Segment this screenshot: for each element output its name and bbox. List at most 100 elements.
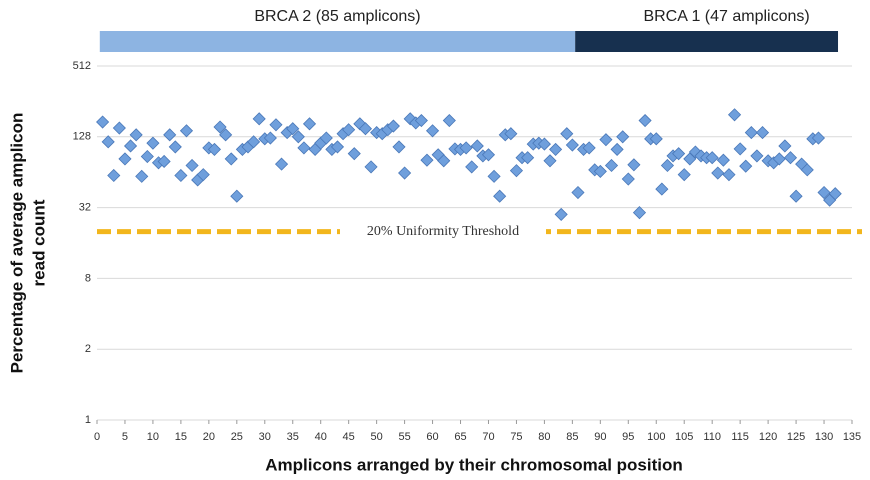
- x-tick-label: 55: [398, 431, 410, 443]
- x-tick-label: 40: [315, 431, 327, 443]
- point: [543, 154, 557, 168]
- point: [627, 158, 641, 172]
- point: [219, 128, 233, 142]
- point: [392, 140, 406, 154]
- point: [414, 113, 428, 128]
- x-tick-label: 70: [482, 431, 494, 443]
- threshold-label-bg: [340, 221, 546, 242]
- point: [800, 163, 814, 177]
- point: [157, 154, 171, 169]
- point: [521, 151, 535, 165]
- point: [398, 166, 412, 180]
- point: [582, 141, 596, 155]
- y-tick-label: 512: [73, 60, 91, 72]
- point: [772, 152, 786, 166]
- point: [437, 154, 451, 168]
- point: [755, 126, 770, 140]
- point: [358, 122, 373, 136]
- y-tick-label: 128: [73, 131, 91, 143]
- point: [96, 115, 110, 129]
- y-tick-label: 32: [79, 202, 91, 214]
- point: [649, 132, 663, 146]
- x-tick-label: 115: [731, 431, 749, 443]
- point: [353, 117, 367, 131]
- point: [509, 164, 524, 178]
- point: [224, 152, 238, 166]
- threshold-label: 20% Uniformity Threshold: [367, 224, 519, 239]
- range-label: BRCA 2 (85 amplicons): [254, 8, 420, 25]
- point: [750, 149, 764, 163]
- point: [207, 142, 222, 156]
- point: [286, 122, 300, 136]
- point: [616, 130, 630, 144]
- point: [425, 124, 440, 138]
- point: [112, 121, 126, 135]
- x-tick-label: 110: [703, 431, 721, 443]
- point: [274, 157, 289, 171]
- y-tick-label: 8: [85, 272, 91, 284]
- point: [342, 123, 356, 137]
- point: [163, 128, 177, 142]
- point: [347, 147, 361, 161]
- x-tick-label: 135: [843, 431, 861, 443]
- point: [672, 147, 686, 161]
- point: [632, 206, 647, 220]
- point: [252, 112, 266, 126]
- point: [263, 131, 277, 145]
- point: [230, 189, 244, 203]
- point: [442, 113, 456, 128]
- x-tick-label: 125: [787, 431, 805, 443]
- point: [504, 127, 518, 141]
- x-tick-label: 0: [94, 431, 100, 443]
- point: [247, 135, 261, 149]
- point: [185, 158, 199, 173]
- x-tick-label: 60: [426, 431, 438, 443]
- point: [621, 172, 635, 186]
- x-tick-label: 25: [231, 431, 243, 443]
- y-tick-label: 2: [85, 343, 91, 355]
- point: [118, 152, 132, 166]
- point: [487, 169, 501, 183]
- x-tick-label: 20: [203, 431, 215, 443]
- point: [565, 138, 579, 152]
- point: [123, 139, 138, 153]
- point: [213, 120, 227, 134]
- point: [705, 151, 719, 165]
- point: [269, 118, 283, 132]
- point: [319, 131, 333, 145]
- point: [817, 185, 831, 200]
- point: [677, 168, 691, 182]
- point: [744, 126, 758, 140]
- x-tick-label: 120: [759, 431, 777, 443]
- y-axis-title: read count: [29, 199, 48, 286]
- point: [711, 166, 725, 180]
- x-tick-label: 85: [566, 431, 578, 443]
- point: [291, 130, 305, 144]
- x-tick-label: 5: [122, 431, 128, 443]
- point: [101, 135, 115, 149]
- point: [179, 124, 194, 138]
- point: [554, 207, 568, 221]
- point: [493, 189, 507, 203]
- point: [459, 141, 473, 155]
- point: [174, 168, 188, 183]
- point: [733, 142, 747, 156]
- point: [364, 160, 378, 174]
- point: [599, 133, 613, 147]
- range-bar: [99, 31, 576, 52]
- x-tick-label: 95: [622, 431, 634, 443]
- point: [610, 142, 624, 156]
- point: [196, 168, 210, 182]
- point: [168, 140, 182, 154]
- x-tick-label: 30: [259, 431, 271, 443]
- x-tick-label: 75: [510, 431, 522, 443]
- point: [828, 187, 842, 201]
- x-tick-label: 45: [343, 431, 355, 443]
- point: [593, 164, 607, 178]
- range-label: BRCA 1 (47 amplicons): [643, 8, 809, 25]
- point: [722, 168, 736, 182]
- point: [604, 158, 619, 173]
- point: [470, 139, 484, 153]
- x-tick-label: 50: [371, 431, 383, 443]
